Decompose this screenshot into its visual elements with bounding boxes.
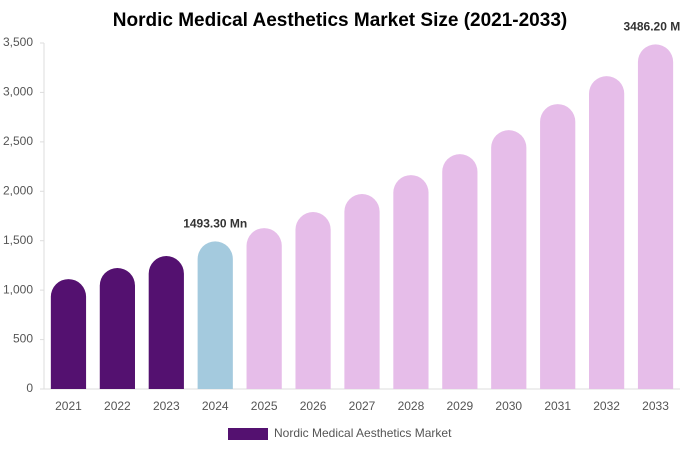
bar bbox=[246, 228, 282, 389]
x-tick-label: 2031 bbox=[544, 399, 571, 413]
bar bbox=[491, 130, 527, 389]
bar bbox=[50, 279, 87, 389]
y-tick-label: 0 bbox=[26, 381, 33, 395]
bar bbox=[197, 241, 233, 389]
chart-title: Nordic Medical Aesthetics Market Size (2… bbox=[113, 10, 567, 31]
bar bbox=[344, 194, 380, 389]
x-tick-label: 2021 bbox=[55, 399, 82, 413]
x-tick-label: 2030 bbox=[495, 399, 522, 413]
y-tick-label: 3,000 bbox=[3, 85, 33, 99]
x-tick-label: 2025 bbox=[251, 399, 278, 413]
bar bbox=[99, 267, 135, 389]
x-tick-label: 2024 bbox=[202, 399, 229, 413]
bar bbox=[393, 175, 429, 389]
y-tick-label: 1,500 bbox=[3, 233, 33, 247]
value-label: 3486.20 Mn bbox=[624, 20, 680, 34]
y-tick-label: 500 bbox=[13, 332, 33, 346]
x-tick-label: 2022 bbox=[104, 399, 131, 413]
legend-label: Nordic Medical Aesthetics Market bbox=[274, 426, 452, 440]
y-tick-label: 1,000 bbox=[3, 282, 33, 296]
bar bbox=[637, 44, 674, 390]
y-tick-label: 2,500 bbox=[3, 134, 33, 148]
x-tick-label: 2027 bbox=[349, 399, 376, 413]
legend-swatch bbox=[228, 428, 268, 440]
x-tick-label: 2026 bbox=[300, 399, 327, 413]
x-tick-label: 2033 bbox=[642, 399, 669, 413]
bar bbox=[442, 154, 478, 389]
value-label: 1493.30 Mn bbox=[183, 217, 247, 231]
bar bbox=[540, 104, 576, 389]
x-tick-label: 2029 bbox=[446, 399, 473, 413]
bar bbox=[148, 256, 184, 389]
x-tick-label: 2023 bbox=[153, 399, 180, 413]
x-tick-label: 2032 bbox=[593, 399, 620, 413]
y-tick-label: 2,000 bbox=[3, 183, 33, 197]
y-tick-label: 3,500 bbox=[3, 35, 33, 49]
bar bbox=[589, 76, 625, 389]
bar bbox=[295, 212, 331, 389]
x-tick-label: 2028 bbox=[398, 399, 425, 413]
